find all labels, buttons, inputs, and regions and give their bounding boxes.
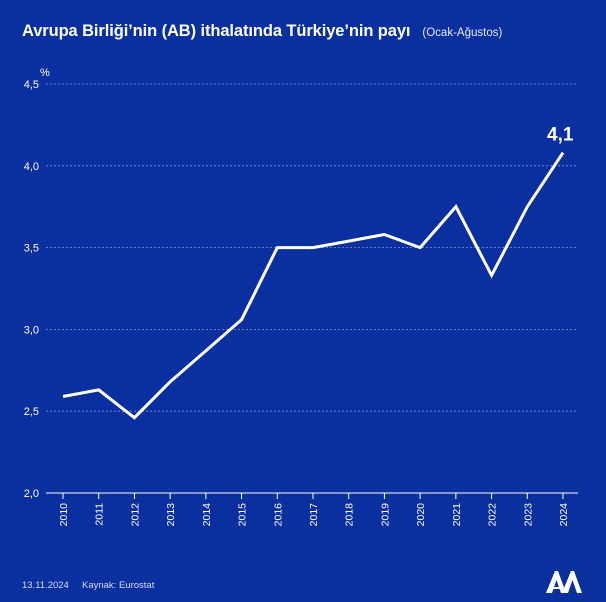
- chart-subtitle: (Ocak-Ağustos): [422, 27, 503, 39]
- y-tick-label: 3,0: [24, 324, 39, 336]
- x-tick-label: 2023: [522, 503, 534, 527]
- y-tick-label: 3,5: [24, 243, 39, 255]
- series-line: [62, 151, 565, 420]
- x-tick-label: 2010: [58, 503, 70, 527]
- x-axis-ticks: 2010 2011 2012 2013 2014 2015 2016 2017 2018 2019…: [58, 493, 570, 526]
- y-tick-label: 4,5: [24, 79, 39, 91]
- x-tick-label: 2016: [272, 503, 284, 527]
- y-tick-label: 2,0: [24, 488, 39, 500]
- series-layer: [62, 151, 565, 420]
- x-tick-label: 2018: [344, 503, 356, 527]
- x-tick-label: 2012: [129, 503, 141, 527]
- y-axis-ticks: 2,0 2,5 3,0 3,5 4,0 4,5: [24, 79, 39, 500]
- y-tick-label: 4,0: [24, 161, 39, 173]
- title-row: Avrupa Birliği’nin (AB) ithalatında Türk…: [22, 22, 502, 41]
- y-tick-label: 2,5: [24, 406, 39, 418]
- x-tick-label: 2013: [165, 503, 177, 527]
- annotations: 4,1: [547, 125, 574, 146]
- x-tick-label: 2021: [451, 503, 463, 527]
- aa-logo-icon: [544, 568, 584, 599]
- chart-title: Avrupa Birliği’nin (AB) ithalatında Türk…: [22, 22, 411, 40]
- footer-date: 13.11.2024: [22, 580, 69, 591]
- x-tick-label: 2017: [308, 503, 320, 527]
- x-tick-label: 2022: [487, 503, 499, 527]
- grid-lines: [46, 83, 578, 494]
- y-axis-unit-label: %: [40, 67, 50, 79]
- x-tick-label: 2020: [415, 503, 427, 527]
- footer-source: Kaynak: Eurostat: [82, 580, 155, 591]
- x-tick-label: 2014: [201, 503, 213, 527]
- x-tick-label: 2019: [379, 503, 391, 527]
- x-tick-label: 2015: [237, 503, 249, 527]
- x-tick-label: 2011: [94, 503, 106, 526]
- data-label: 4,1: [547, 125, 574, 146]
- x-tick-label: 2024: [558, 503, 570, 527]
